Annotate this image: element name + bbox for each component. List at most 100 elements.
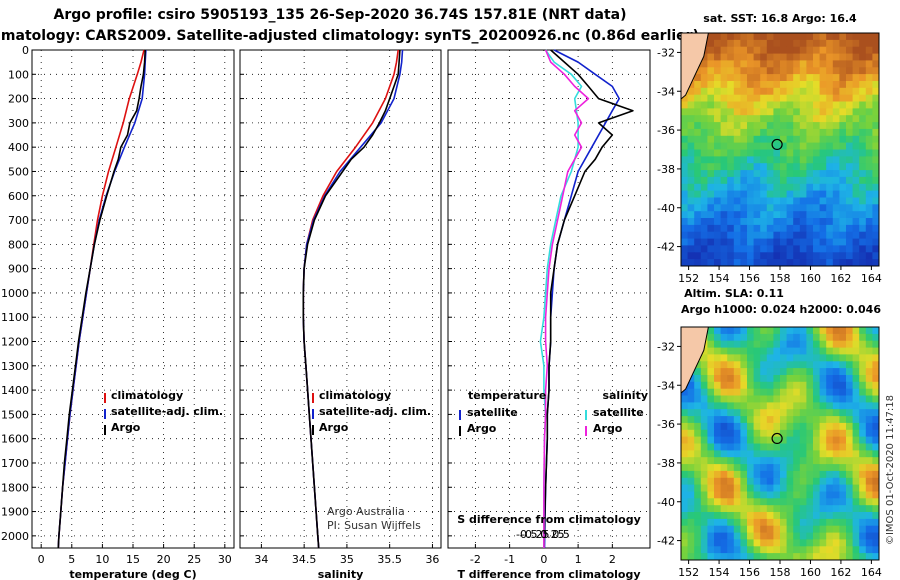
depth-tick-label: 500: [8, 165, 29, 178]
map-cell: [766, 340, 774, 349]
map-cell: [859, 327, 867, 335]
map-cell: [733, 327, 741, 335]
map-cell: [740, 142, 748, 150]
map-cell: [780, 245, 788, 253]
map-cell: [681, 135, 689, 144]
map-cell: [733, 498, 741, 506]
series-line-temperature-argo: [543, 49, 634, 549]
map-cell: [766, 149, 774, 157]
map-cell: [727, 81, 735, 89]
map-cell: [806, 163, 814, 171]
map-cell: [786, 546, 794, 554]
map-cell: [780, 101, 788, 109]
map-cell: [819, 74, 827, 82]
map-cell: [720, 46, 728, 55]
map-cell: [733, 115, 741, 123]
map-cell: [707, 211, 715, 219]
map-cell: [839, 259, 847, 267]
map-cell: [747, 409, 755, 417]
map-cell: [766, 231, 774, 240]
map-cell: [786, 450, 794, 458]
map-cell: [793, 115, 801, 123]
lon-tick-label: 154: [709, 272, 730, 285]
map-cell: [799, 115, 807, 123]
map-cell: [819, 190, 827, 198]
map-cell: [832, 422, 840, 431]
map-cell: [753, 457, 761, 465]
map-cell: [846, 94, 854, 103]
map-cell: [687, 470, 695, 479]
map-cell: [766, 381, 774, 390]
map-cell: [859, 211, 867, 219]
map-cell: [806, 183, 814, 192]
map-cell: [799, 409, 807, 417]
map-cell: [839, 450, 847, 458]
legend-label: Argo: [467, 422, 497, 435]
map-cell: [714, 60, 722, 68]
map-cell: [799, 252, 807, 260]
map-cell: [747, 238, 755, 246]
map-cell: [740, 176, 748, 185]
map-cell: [819, 183, 827, 192]
map-cell: [727, 211, 735, 219]
map-cell: [786, 532, 794, 540]
map-cell: [832, 532, 840, 540]
map-cell: [700, 149, 708, 157]
map-cell: [687, 532, 695, 540]
map-cell: [813, 142, 821, 150]
map-cell: [826, 108, 834, 116]
x-tick-label: 20: [157, 553, 171, 566]
map-cell: [819, 163, 827, 171]
map-cell: [786, 115, 794, 123]
map-cell: [740, 108, 748, 116]
map-cell: [806, 512, 814, 520]
map-cell: [740, 39, 748, 48]
map-cell: [747, 67, 755, 75]
map-cell: [872, 115, 880, 123]
map-cell: [786, 149, 794, 157]
map-cell: [700, 361, 708, 369]
map-cell: [707, 553, 715, 561]
map-cell: [714, 402, 722, 410]
x-tick-label: 30: [218, 553, 232, 566]
map-cell: [766, 128, 774, 137]
map-cell: [846, 525, 854, 534]
map-cell: [766, 532, 774, 540]
map-cell: [852, 176, 860, 185]
map-cell: [839, 484, 847, 492]
map-cell: [780, 388, 788, 397]
map-cell: [694, 81, 702, 89]
depth-tick-label: 800: [8, 238, 29, 251]
map-cell: [813, 183, 821, 192]
map-cell: [852, 170, 860, 178]
map-cell: [753, 218, 761, 226]
map-cell: [760, 163, 768, 171]
map-cell: [846, 553, 854, 561]
map-cell: [720, 259, 728, 267]
map-cell: [747, 505, 755, 513]
map-cell: [819, 395, 827, 403]
map-cell: [733, 163, 741, 171]
map-cell: [826, 204, 834, 212]
map-cell: [727, 409, 735, 417]
map-cell: [852, 218, 860, 226]
map-cell: [832, 361, 840, 369]
map-cell: [852, 409, 860, 417]
map-cell: [793, 484, 801, 492]
map-cell: [806, 368, 814, 376]
map-cell: [773, 375, 781, 383]
series-line-argo: [302, 49, 401, 549]
map-cell: [707, 470, 715, 479]
map-cell: [766, 81, 774, 89]
map-cell: [780, 259, 788, 267]
map-cell: [707, 53, 715, 61]
map-cell: [852, 142, 860, 150]
map-cell: [681, 498, 689, 506]
map-cell: [747, 115, 755, 123]
map-cell: [865, 409, 873, 417]
map-cell: [766, 33, 774, 41]
map-cell: [780, 204, 788, 212]
map-cell: [786, 53, 794, 61]
map-cell: [786, 60, 794, 68]
map-cell: [813, 197, 821, 205]
